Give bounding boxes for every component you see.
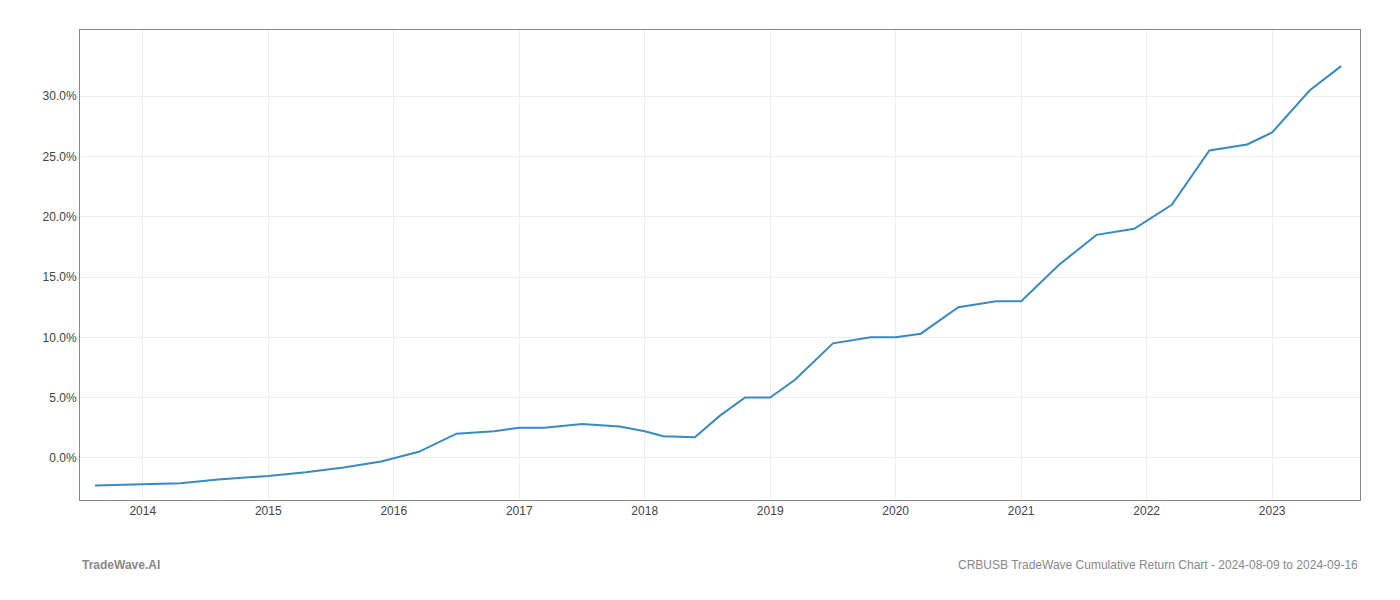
svg-text:2017: 2017 [506,504,533,518]
svg-text:CRBUSB TradeWave Cumulative Re: CRBUSB TradeWave Cumulative Return Chart… [958,558,1358,572]
svg-text:5.0%: 5.0% [49,391,77,405]
svg-text:30.0%: 30.0% [43,89,77,103]
svg-text:2021: 2021 [1008,504,1035,518]
svg-text:2015: 2015 [255,504,282,518]
svg-text:2019: 2019 [757,504,784,518]
svg-text:2014: 2014 [129,504,156,518]
svg-text:25.0%: 25.0% [43,150,77,164]
svg-text:2018: 2018 [631,504,658,518]
svg-text:0.0%: 0.0% [49,451,77,465]
svg-text:2016: 2016 [380,504,407,518]
svg-text:2023: 2023 [1259,504,1286,518]
svg-text:TradeWave.AI: TradeWave.AI [82,558,160,572]
svg-text:15.0%: 15.0% [43,270,77,284]
svg-text:2020: 2020 [882,504,909,518]
svg-text:20.0%: 20.0% [43,210,77,224]
svg-text:2022: 2022 [1133,504,1160,518]
svg-text:10.0%: 10.0% [43,331,77,345]
